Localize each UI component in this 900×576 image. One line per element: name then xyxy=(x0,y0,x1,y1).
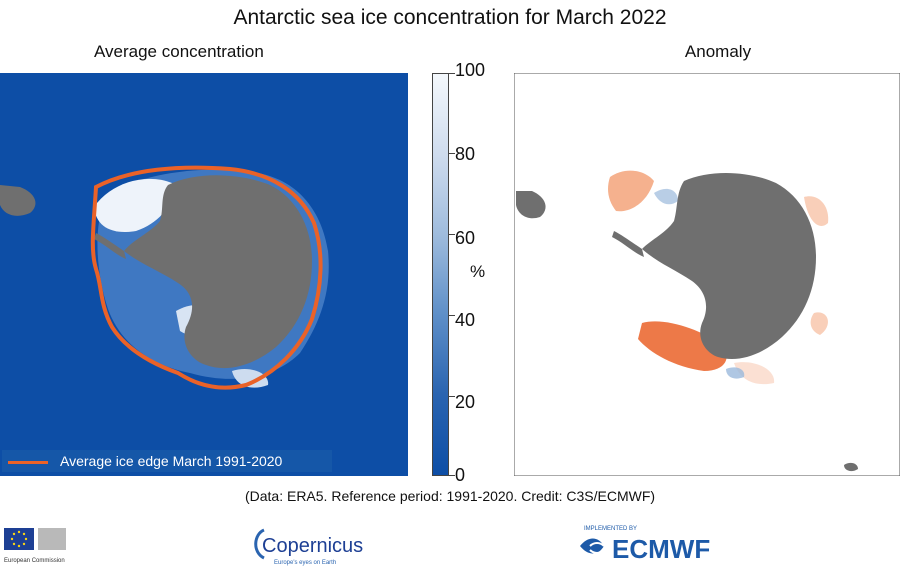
colorbar-tick-label: 80 xyxy=(455,144,476,164)
right-panel-title: Anomaly xyxy=(684,42,752,61)
colorbar-tick-label: 100 xyxy=(455,60,486,80)
antarctica-landmass xyxy=(642,172,816,359)
colorbar-tickmark xyxy=(449,475,455,476)
negative-anomaly-east xyxy=(810,312,828,335)
ecmwf-tagline: IMPLEMENTED BY xyxy=(584,526,637,532)
antarctica-landmass xyxy=(124,175,312,369)
anomaly-map xyxy=(514,73,900,476)
colorbar-tick-label: 40 xyxy=(455,310,476,330)
weddell-sea-ice xyxy=(94,178,173,232)
positive-anomaly-ross xyxy=(726,367,745,379)
negative-anomaly-scattered xyxy=(804,196,829,226)
antarctic-peninsula xyxy=(94,233,126,259)
negative-anomaly-amundsen xyxy=(638,321,727,371)
positive-anomaly-weddell xyxy=(654,188,678,205)
colorbar-tick-label: 0 xyxy=(455,465,466,485)
colorbar-tick-label: 20 xyxy=(455,392,476,412)
average-ice-edge-line xyxy=(90,165,323,390)
colorbar-tickmark xyxy=(449,396,455,397)
figure-title: Antarctic sea ice concentration for Marc… xyxy=(233,6,667,29)
data-credit: (Data: ERA5. Reference period: 1991-2020… xyxy=(244,488,656,504)
average-concentration-map xyxy=(0,73,408,476)
copernicus-tagline: Europe's eyes on Earth xyxy=(274,560,336,566)
negative-anomaly-weddell xyxy=(608,170,654,212)
colorbar-tickmark xyxy=(449,315,455,316)
ecmwf-wordmark: ECMWF xyxy=(612,534,710,564)
ice-edge-legend: Average ice edge March 1991-2020 xyxy=(2,450,332,472)
copernicus-logo: Copernicus Europe's eyes on Earth xyxy=(254,528,363,566)
ice-patch xyxy=(232,368,269,388)
south-america-tip xyxy=(0,185,36,216)
concentration-colorbar xyxy=(432,73,449,476)
copernicus-wordmark: Copernicus xyxy=(262,535,363,557)
small-island xyxy=(844,462,858,472)
antarctic-peninsula xyxy=(612,231,644,257)
colorbar-tickmark xyxy=(449,234,455,235)
left-panel-title: Average concentration xyxy=(94,42,264,61)
colorbar-tickmark xyxy=(449,73,455,74)
ice-edge-legend-swatch xyxy=(8,461,48,464)
ecmwf-logo: IMPLEMENTED BY ECMWF xyxy=(580,526,710,564)
ice-edge-legend-label: Average ice edge March 1991-2020 xyxy=(60,453,283,469)
south-america-tip xyxy=(516,191,546,219)
colorbar-tick-label: 60 xyxy=(455,228,476,248)
eu-logo-text: European Commission xyxy=(4,558,65,564)
colorbar-tickmark xyxy=(449,153,455,154)
european-commission-logo: European Commission xyxy=(4,528,66,564)
colorbar-unit: % xyxy=(470,262,486,281)
negative-anomaly-ring xyxy=(734,362,775,385)
